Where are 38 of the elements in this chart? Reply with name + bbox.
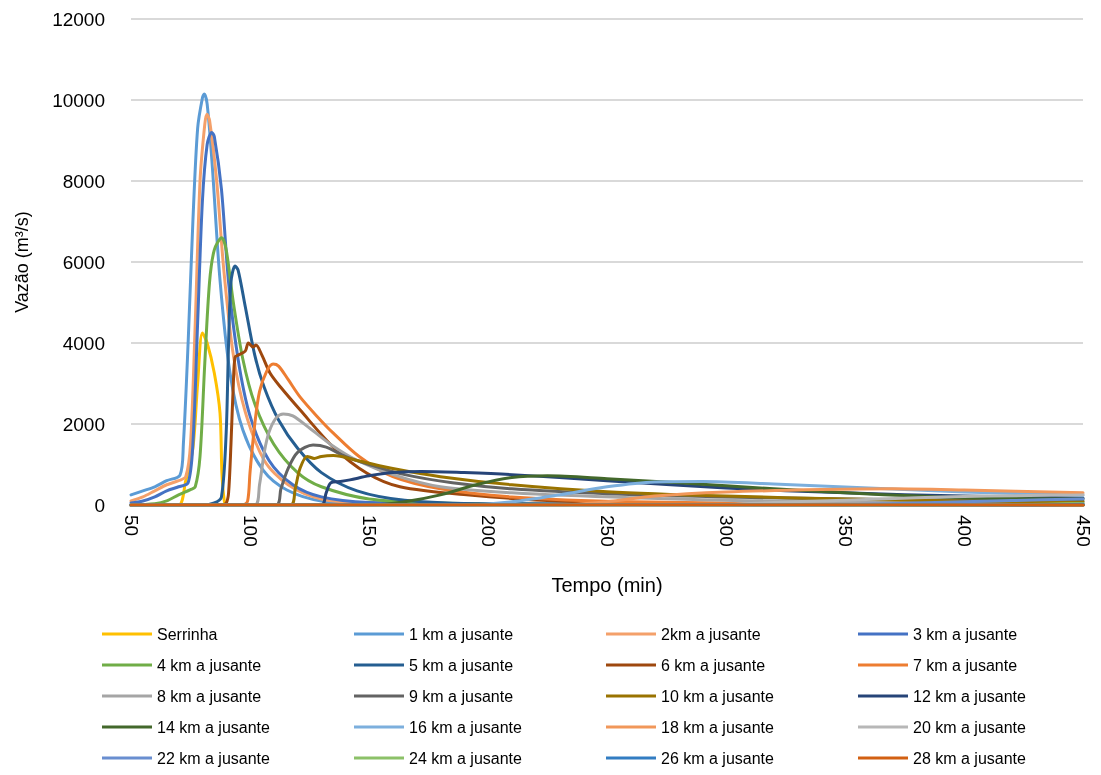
y-tick-label: 8000 <box>62 170 105 192</box>
x-tick-label: 50 <box>120 515 142 537</box>
x-tick-label: 450 <box>1072 515 1094 547</box>
legend-label: 2km a jusante <box>661 625 761 643</box>
y-tick-label: 10000 <box>52 89 105 111</box>
legend-label: 5 km a jusante <box>409 656 514 674</box>
y-tick-label: 12000 <box>52 8 105 30</box>
legend-label: 22 km a jusante <box>157 749 271 767</box>
y-tick-label: 4000 <box>62 332 105 354</box>
legend-label: 12 km a jusante <box>913 687 1027 705</box>
x-tick-label: 200 <box>477 515 499 547</box>
x-tick-label: 400 <box>953 515 975 547</box>
legend-label: 26 km a jusante <box>661 749 775 767</box>
legend-label: 28 km a jusante <box>913 749 1027 767</box>
y-tick-label: 6000 <box>62 251 105 273</box>
x-axis-title: Tempo (min) <box>551 574 663 596</box>
legend-label: 4 km a jusante <box>157 656 262 674</box>
legend-label: 18 km a jusante <box>661 718 775 736</box>
y-tick-label: 2000 <box>62 413 105 435</box>
legend-label: 16 km a jusante <box>409 718 523 736</box>
y-axis-title: Vazão (m³/s) <box>12 211 32 313</box>
legend-label: 1 km a jusante <box>409 625 514 643</box>
legend-label: 20 km a jusante <box>913 718 1027 736</box>
legend-label: 6 km a jusante <box>661 656 766 674</box>
x-tick-label: 100 <box>239 515 261 547</box>
x-tick-label: 300 <box>715 515 737 547</box>
legend-label: 14 km a jusante <box>157 718 271 736</box>
legend-label: 10 km a jusante <box>661 687 775 705</box>
legend-label: 9 km a jusante <box>409 687 514 705</box>
legend-label: Serrinha <box>157 625 218 643</box>
legend-label: 3 km a jusante <box>913 625 1018 643</box>
x-tick-label: 150 <box>358 515 380 547</box>
x-tick-label: 250 <box>596 515 618 547</box>
legend-label: 7 km a jusante <box>913 656 1018 674</box>
x-tick-label: 350 <box>834 515 856 547</box>
y-tick-label: 0 <box>94 494 105 516</box>
legend-label: 24 km a jusante <box>409 749 523 767</box>
legend-label: 8 km a jusante <box>157 687 262 705</box>
